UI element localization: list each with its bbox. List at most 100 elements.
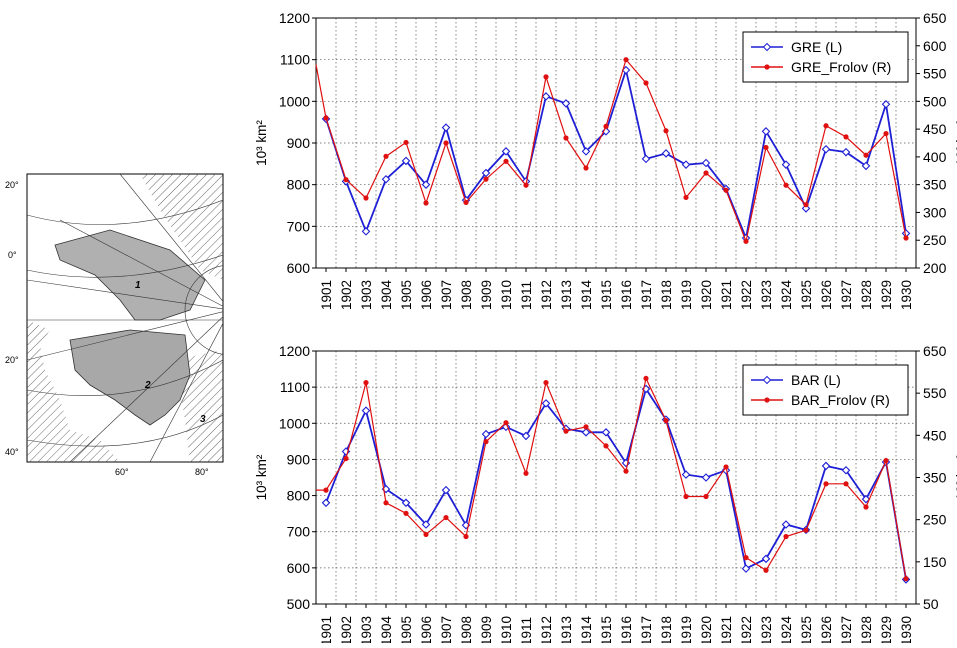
legend-box <box>742 364 909 416</box>
data-point-dot <box>403 510 409 516</box>
y2-axis-label: 10³ km² <box>954 120 957 166</box>
data-point-dot <box>343 177 349 183</box>
chart-panel: 600 700 800 900 1000 1100 1200 200 250 300 350 400 4… <box>230 0 957 646</box>
y-tick-label: 600 <box>287 260 311 276</box>
data-point-dot <box>783 182 789 188</box>
x-tick-label: 1925 <box>799 616 814 643</box>
y2-tick-label: 550 <box>923 385 947 401</box>
y2-tick-label: 650 <box>923 343 947 359</box>
x-tick-label: 1901 <box>319 616 334 643</box>
data-point-dot <box>503 420 509 426</box>
lat-label-40: 40° <box>5 447 19 457</box>
region-label-2: 2 <box>144 380 151 391</box>
data-point-dot <box>423 531 429 538</box>
x-tick-label: 1917 <box>639 616 654 643</box>
charts-svg: 600 700 800 900 1000 1100 1200 200 250 300 350 400 4… <box>254 10 957 646</box>
data-point-dot <box>603 123 609 129</box>
x-tick-label: 1925 <box>799 280 814 310</box>
x-tick-label: 1904 <box>379 615 394 643</box>
x-tick-label: 1920 <box>699 616 714 643</box>
y2-tick-label: 250 <box>923 232 947 248</box>
data-point-dot <box>863 152 869 158</box>
x-tick-label: 1912 <box>539 280 554 310</box>
data-point-diamond <box>821 461 831 471</box>
data-point-dot <box>663 417 669 424</box>
x-tick-label: 1916 <box>619 616 634 643</box>
x-tick-label: 1919 <box>679 616 694 643</box>
x-tick-label: 1912 <box>539 616 554 643</box>
data-point-dot <box>583 424 589 430</box>
data-point-diamond <box>481 168 491 178</box>
data-point-dot <box>543 380 549 386</box>
x-tick-label: 1917 <box>639 280 654 310</box>
x-tick-label: 1924 <box>779 279 794 310</box>
land-hatched-northeast <box>140 174 223 280</box>
legend-marker-dot <box>764 397 770 403</box>
x-tick-label: 1928 <box>859 280 874 310</box>
data-point-diamond <box>361 227 371 236</box>
data-point-diamond <box>781 160 791 169</box>
y-axis-label: 10³ km² <box>254 120 269 166</box>
series-line-gre-l- <box>325 66 907 242</box>
y2-tick-label: 200 <box>923 260 947 276</box>
y-tick-label: 1000 <box>279 93 310 109</box>
data-point-dot <box>783 533 789 540</box>
data-point-diamond <box>861 494 871 504</box>
y2-tick-label: 350 <box>923 177 947 193</box>
series-line-bar-l- <box>325 386 907 580</box>
data-point-dot <box>723 464 729 470</box>
y2-tick-label: 500 <box>923 93 947 109</box>
x-tick-label: 1910 <box>499 280 514 310</box>
x-tick-label: 1923 <box>759 616 774 643</box>
data-point-dot <box>563 428 569 434</box>
data-point-dot <box>403 139 409 146</box>
data-point-diamond <box>841 147 851 157</box>
y-tick-label: 700 <box>287 218 311 234</box>
data-point-dot <box>743 238 749 244</box>
data-point-diamond <box>421 520 431 529</box>
data-point-dot <box>483 176 489 182</box>
x-tick-label: 1918 <box>659 616 674 643</box>
x-tick-label: 1920 <box>699 280 714 310</box>
y2-axis-label: 10³ km² <box>954 454 957 500</box>
chart-2: 500 600 700 800 900 1000 1100 1200 50 150 250 350 45… <box>254 343 957 646</box>
data-point-dot <box>503 158 509 164</box>
x-tick-label: 1914 <box>579 615 594 643</box>
data-point-dot <box>883 130 889 137</box>
x-tick-label: 1903 <box>359 280 374 310</box>
data-point-diamond <box>561 99 571 108</box>
data-point-dot <box>763 144 769 151</box>
data-point-dot <box>443 140 449 146</box>
data-point-dot <box>683 493 689 500</box>
series-line-gre-frolov-r- <box>315 58 907 244</box>
x-tick-label: 1930 <box>899 280 914 310</box>
y-tick-label: 1200 <box>279 343 310 359</box>
data-point-dot <box>523 182 529 188</box>
data-point-diamond <box>641 154 651 164</box>
x-tick-label: 1927 <box>839 616 854 643</box>
data-point-dot <box>703 170 709 176</box>
data-point-dot <box>463 199 469 206</box>
x-tick-label: 1923 <box>759 280 774 310</box>
legend-label: BAR (L) <box>791 372 841 388</box>
data-point-dot <box>343 455 349 462</box>
y2-tick-label: 400 <box>923 149 947 165</box>
data-point-dot <box>543 74 549 80</box>
data-point-dot <box>523 470 529 476</box>
x-tick-label: 1921 <box>719 616 734 643</box>
y-tick-label: 1100 <box>280 52 310 68</box>
x-tick-label: 1915 <box>599 280 614 310</box>
y-axis-label: 10³ km² <box>254 454 269 500</box>
data-point-dot <box>903 576 909 582</box>
x-tick-label: 1910 <box>499 616 514 643</box>
data-point-diamond <box>581 428 591 437</box>
data-point-diamond <box>501 147 511 156</box>
map-graticule <box>27 174 223 462</box>
data-point-dot <box>683 194 689 201</box>
lon-label-60: 60° <box>115 467 129 477</box>
data-point-dot <box>443 514 449 521</box>
data-point-dot <box>383 153 389 159</box>
x-tick-label: 1908 <box>459 280 474 310</box>
data-point-diamond <box>361 406 371 415</box>
y2-tick-label: 250 <box>923 512 947 528</box>
